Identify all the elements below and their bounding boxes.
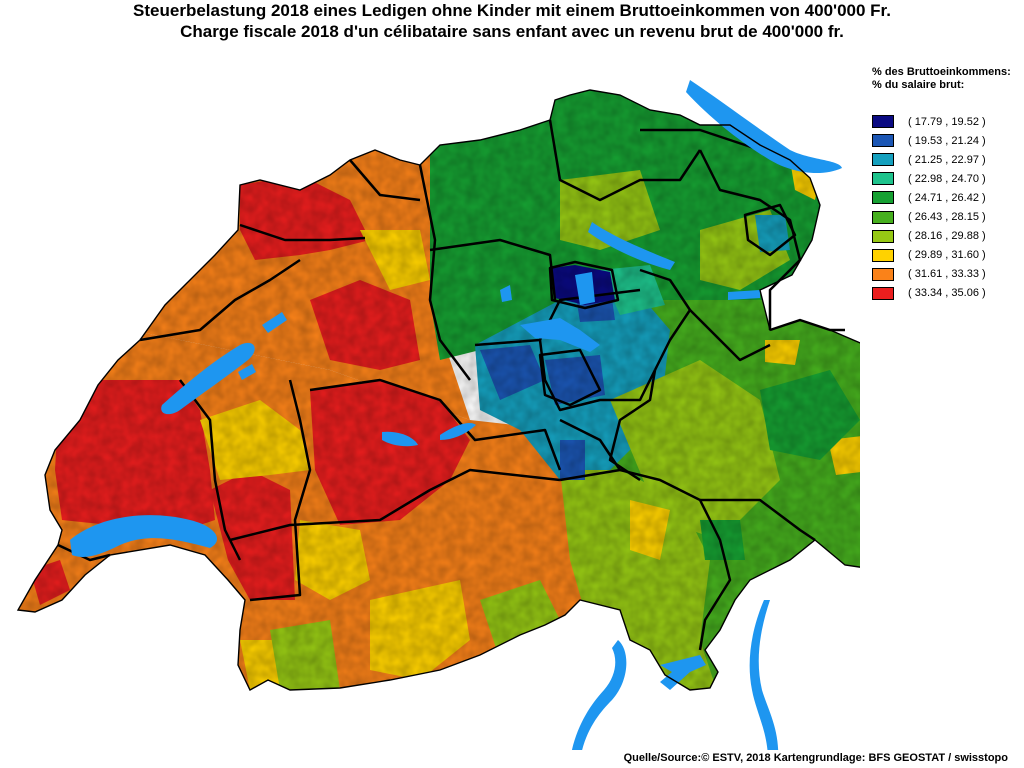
border-ticino <box>619 468 732 651</box>
legend-label: ( 19.53 , 21.24 ) <box>908 134 986 147</box>
lake-zurich <box>588 222 675 270</box>
legend-label: ( 21.25 , 22.97 ) <box>908 153 986 166</box>
border-grisons-west <box>608 369 657 482</box>
legend-swatch <box>872 134 894 148</box>
lake-thun <box>382 431 418 447</box>
border-fribourg <box>249 379 312 602</box>
lake-neuchatel <box>161 342 255 415</box>
source-credit: Quelle/Source:© ESTV, 2018 Kartengrundla… <box>623 752 1008 764</box>
border-neuchatel <box>139 258 301 342</box>
border-unterwalden <box>538 348 602 407</box>
border-geneva <box>57 543 111 562</box>
legend-label: ( 28.16 , 29.88 ) <box>908 230 986 243</box>
lake-lucerne <box>520 318 600 352</box>
legend-list: ( 17.79 , 19.52 ) ( 19.53 , 21.24 ) ( 21… <box>866 112 1024 303</box>
legend-item: ( 33.34 , 35.06 ) <box>866 284 1024 303</box>
lake-brienz <box>440 423 476 440</box>
border-aargau <box>429 238 557 301</box>
border-valais-north <box>229 468 561 542</box>
canton-borders <box>57 119 845 651</box>
legend-label: ( 24.71 , 26.42 ) <box>908 191 986 204</box>
tax-burden-map <box>16 80 860 750</box>
lake-maggiore <box>571 640 627 750</box>
border-uri <box>538 339 657 412</box>
border-jura <box>239 223 366 242</box>
legend-item: ( 21.25 , 22.97 ) <box>866 150 1024 169</box>
border-st-gallen <box>698 149 802 330</box>
lake-morat <box>238 364 256 380</box>
legend-label: ( 29.89 , 31.60 ) <box>908 249 986 262</box>
legend-heading: % des Bruttoeinkommens: % du salaire bru… <box>872 66 1024 92</box>
border-zurich <box>548 119 702 202</box>
lake-walen <box>728 290 760 300</box>
legend-heading-french: % du salaire brut: <box>872 79 965 91</box>
legend-item: ( 29.89 , 31.60 ) <box>866 246 1024 265</box>
border-appenzell <box>743 203 797 257</box>
lake-zug <box>575 272 595 305</box>
border-bern-north <box>418 164 471 381</box>
legend-label: ( 33.34 , 35.06 ) <box>908 287 986 300</box>
lake-biel <box>262 312 287 333</box>
legend-label: ( 17.79 , 19.52 ) <box>908 115 986 128</box>
legend-item: ( 28.16 , 29.88 ) <box>866 227 1024 246</box>
border-grisons-south <box>700 498 816 542</box>
national-border <box>16 89 860 691</box>
lake-lugano <box>660 655 706 690</box>
municipality-texture <box>18 90 860 690</box>
border-lucerne <box>474 288 641 347</box>
legend-item: ( 31.61 , 33.33 ) <box>866 265 1024 284</box>
border-bern-south <box>309 378 562 471</box>
legend-item: ( 22.98 , 24.70 ) <box>866 169 1024 188</box>
legend-swatch <box>872 153 894 167</box>
legend-swatch <box>872 286 894 300</box>
lake-sempach <box>500 285 512 302</box>
border-lucerne-zug <box>548 260 620 310</box>
legend-item: ( 19.53 , 21.24 ) <box>866 131 1024 150</box>
legend-heading-german: % des Bruttoeinkommens: <box>872 66 1011 78</box>
legend-swatch <box>872 248 894 262</box>
title-german: Steuerbelastung 2018 eines Ledigen ohne … <box>133 1 891 20</box>
legend-swatch <box>872 267 894 281</box>
border-basel <box>349 159 421 202</box>
legend-label: ( 26.43 , 28.15 ) <box>908 211 986 224</box>
legend-swatch <box>872 115 894 129</box>
lake-constance <box>686 80 842 174</box>
legend-swatch <box>872 210 894 224</box>
legend: % des Bruttoeinkommens: % du salaire bru… <box>866 66 1024 303</box>
legend-swatch <box>872 191 894 205</box>
lake-como <box>749 600 779 750</box>
legend-label: ( 31.61 , 33.33 ) <box>908 268 986 281</box>
title-french: Charge fiscale 2018 d'un célibataire san… <box>180 22 844 41</box>
legend-item: ( 26.43 , 28.15 ) <box>866 207 1024 226</box>
legend-swatch <box>872 229 894 243</box>
legend-item: ( 24.71 , 26.42 ) <box>866 188 1024 207</box>
border-glarus <box>689 309 771 362</box>
lake-geneva <box>70 515 218 557</box>
legend-swatch <box>872 172 894 186</box>
title-block: Steuerbelastung 2018 eines Ledigen ohne … <box>0 0 1024 42</box>
lakes <box>70 80 842 750</box>
legend-item: ( 17.79 , 19.52 ) <box>866 112 1024 131</box>
legend-label: ( 22.98 , 24.70 ) <box>908 172 986 185</box>
